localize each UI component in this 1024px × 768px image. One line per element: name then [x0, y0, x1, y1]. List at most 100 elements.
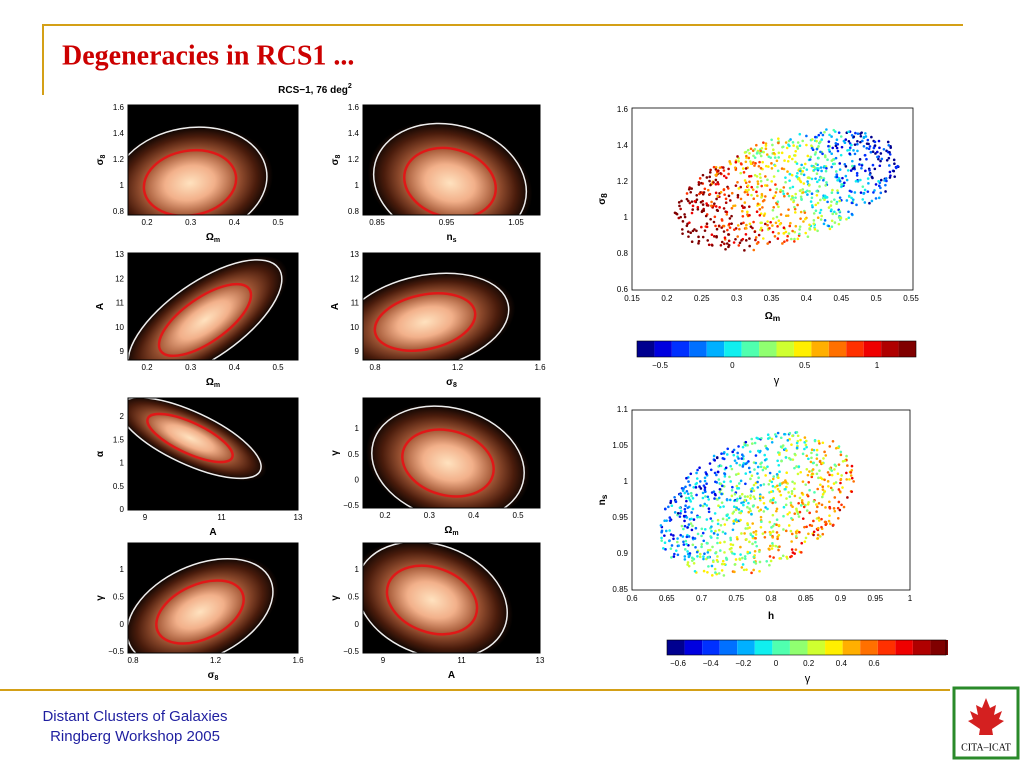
scatter-dot — [821, 495, 824, 499]
figure-title-sup: 2 — [348, 83, 352, 90]
scatter-dot — [746, 527, 749, 530]
scatter-dot — [852, 480, 855, 483]
scatter-dot — [812, 222, 816, 226]
scatter-dot — [756, 437, 760, 440]
scatter-dot — [780, 167, 784, 170]
panel-frame — [362, 252, 541, 361]
scatter-dot — [788, 144, 791, 148]
scatter-dot — [801, 139, 805, 143]
scatter-dot — [731, 450, 734, 454]
scatter-dot — [714, 224, 717, 228]
scatter-dot — [816, 505, 819, 509]
scatter-dot — [818, 211, 822, 215]
scatter-dot — [750, 437, 754, 441]
scatter-dot — [694, 486, 698, 489]
colorbar-segment — [898, 341, 916, 357]
scatter-dot — [812, 530, 816, 534]
scatter-dot — [769, 531, 772, 535]
scatter-dot — [805, 445, 808, 449]
scatter-dot — [715, 208, 719, 212]
scatter-dot — [680, 199, 683, 203]
scatter-dot — [716, 194, 720, 198]
axis-label-sub: 8 — [100, 155, 107, 159]
scatter-dot — [871, 150, 875, 154]
scatter-dot — [836, 191, 840, 195]
scatter-dot — [727, 172, 730, 176]
scatter-dot — [682, 540, 685, 544]
scatter-dot — [777, 476, 780, 480]
scatter-dot — [803, 436, 807, 439]
scatter-dot — [824, 523, 828, 526]
scatter-dot — [746, 505, 749, 509]
scatter-dot — [856, 180, 860, 183]
scatter-dot — [831, 488, 834, 492]
scatter-dot — [812, 533, 815, 537]
scatter-dot — [790, 532, 794, 536]
scatter-dot — [785, 146, 789, 150]
scatter-dot — [764, 142, 768, 145]
scatter-dot — [796, 203, 799, 207]
scatter-dot — [748, 540, 751, 544]
scatter-dot — [781, 242, 784, 245]
scatter-dot — [853, 191, 857, 194]
y-tick-label: 1.4 — [113, 129, 125, 138]
scatter-dot — [676, 511, 680, 515]
axis-label: σ8 — [330, 155, 342, 166]
axis-label: γ — [330, 450, 341, 456]
y-tick-label: 0 — [120, 620, 125, 629]
scatter-dot — [835, 175, 839, 179]
scatter-dot — [736, 235, 739, 238]
scatter-dot — [803, 540, 807, 543]
scatter-dot — [791, 185, 795, 189]
scatter-dot — [832, 128, 836, 132]
scatter-dot — [846, 149, 849, 152]
scatter-dot — [836, 143, 840, 146]
x-tick-label: 0.3 — [731, 294, 743, 303]
scatter-dot — [758, 160, 761, 164]
scatter-dot — [874, 183, 878, 186]
scatter-dot — [668, 516, 672, 519]
scatter-dot — [757, 233, 761, 237]
scatter-dot — [775, 509, 778, 513]
scatter-dot — [834, 142, 838, 145]
scatter-dot — [755, 242, 759, 245]
scatter-dot — [789, 197, 793, 201]
scatter-dot — [884, 190, 887, 193]
scatter-dot — [663, 534, 666, 537]
scatter-dot — [747, 188, 750, 192]
scatter-dot — [735, 499, 739, 502]
scatter-dot — [812, 461, 816, 465]
scatter-dot — [694, 526, 698, 530]
scatter-dot — [783, 432, 786, 436]
scatter-dot — [871, 176, 874, 180]
scatter-dot — [700, 181, 703, 185]
y-tick-label: 1.6 — [617, 105, 629, 114]
scatter-dot — [856, 132, 860, 136]
y-tick-label: 13 — [115, 250, 124, 259]
scatter-dot — [669, 547, 673, 550]
scatter-dot — [751, 505, 755, 508]
scatter-dot — [708, 179, 711, 183]
scatter-dot — [688, 221, 691, 224]
scatter-dot — [784, 180, 787, 184]
scatter-dot — [722, 169, 726, 172]
scatter-dot — [688, 554, 691, 557]
scatter-dot — [725, 518, 729, 522]
axis-label-base: γ — [330, 450, 341, 456]
scatter-dot — [828, 500, 831, 504]
scatter-dot — [797, 465, 801, 468]
scatter-dot — [707, 243, 711, 247]
scatter-dot — [716, 470, 720, 474]
colorbar-tick-label: −0.5 — [652, 361, 668, 370]
scatter-dot — [786, 512, 790, 516]
scatter-dot — [678, 515, 682, 518]
scatter-dot — [752, 197, 756, 201]
scatter-dot — [702, 569, 706, 573]
scatter-dot — [801, 170, 805, 173]
scatter-dot — [774, 544, 778, 548]
scatter-dot — [674, 549, 678, 552]
scatter-dot — [682, 487, 685, 490]
scatter-dot — [721, 517, 725, 521]
axis-label-base: Ω — [206, 232, 214, 243]
